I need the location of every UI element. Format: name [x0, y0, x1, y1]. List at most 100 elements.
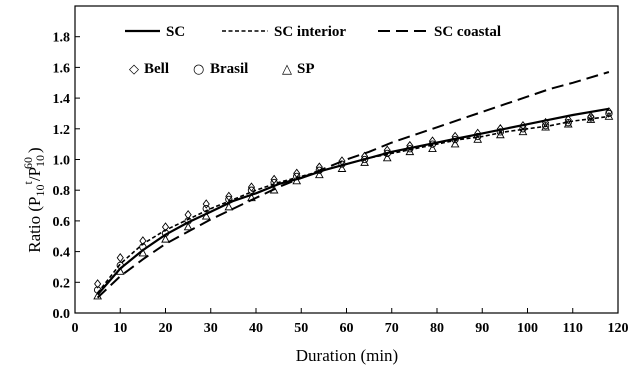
legend-label-sc-interior: SC interior: [274, 24, 346, 40]
marker-bell: [225, 191, 233, 202]
marker-sp: [314, 170, 324, 179]
y-tick-label: 1.8: [53, 31, 71, 46]
diamond-marker-icon: ◇: [129, 62, 139, 77]
marker-brasil: [338, 160, 346, 168]
marker-brasil: [383, 149, 391, 158]
marker-brasil: [474, 132, 482, 141]
x-tick-label: 70: [385, 321, 399, 336]
marker-bell: [139, 236, 147, 246]
marker-bell: [406, 140, 414, 151]
marker-sp: [93, 291, 102, 300]
marker-brasil: [293, 172, 301, 181]
y-axis-title-mid: /P: [25, 167, 44, 181]
x-tick-label: 120: [608, 321, 629, 336]
marker-sp: [428, 144, 437, 153]
x-tick-label: 20: [159, 321, 173, 336]
marker-sp: [495, 130, 505, 139]
marker-sp: [360, 157, 369, 166]
x-tick-label: 90: [475, 321, 489, 336]
circle-marker-icon: ○: [193, 62, 204, 77]
marker-sp: [541, 122, 550, 131]
x-tick-label: 100: [517, 321, 538, 336]
y-axis-title-sub1: 10: [33, 185, 47, 197]
legend-label-sc: SC: [166, 24, 185, 40]
y-tick-label: 1.0: [53, 154, 71, 169]
marker-bell: [564, 114, 572, 125]
series-line-sc-coastal: [96, 71, 610, 299]
marker-sp: [161, 234, 170, 243]
axes: [74, 5, 619, 314]
x-tick-label: 30: [204, 321, 218, 336]
x-tick-label: 10: [113, 321, 127, 336]
marker-bell: [496, 124, 504, 134]
marker-sp: [224, 202, 234, 211]
marker-bell: [474, 128, 482, 139]
x-tick-label: 40: [249, 321, 263, 336]
marker-sp: [201, 211, 211, 220]
y-tick-label: 1.2: [53, 123, 71, 138]
x-tick-label: 60: [340, 321, 354, 336]
marker-bell: [116, 252, 124, 263]
legend-label-sc-coastal: SC coastal: [434, 24, 501, 40]
marker-brasil: [406, 145, 414, 153]
series-lines: [96, 71, 610, 299]
marker-brasil: [451, 135, 459, 144]
marker-sp: [337, 163, 347, 172]
marker-bell: [161, 222, 170, 232]
marker-sp: [115, 266, 125, 275]
x-axis-title: Duration (min): [296, 346, 398, 365]
y-tick-label: 0.0: [53, 307, 71, 322]
y-axis-title-end: ): [25, 147, 44, 153]
legend: SC SC interior SC coastal ◇ Bell ○ Brasi…: [125, 24, 501, 77]
y-tick-label: 1.6: [53, 61, 71, 76]
legend-label-brasil: Brasil: [210, 61, 248, 77]
y-tick-label: 0.6: [53, 215, 71, 230]
marker-brasil: [519, 125, 527, 133]
y-axis-title-sup2: 60: [21, 157, 35, 169]
marker-bell: [184, 210, 192, 220]
marker-bell: [361, 151, 369, 162]
marker-bell: [94, 279, 102, 289]
y-axis-title-main: Ratio (P: [25, 197, 44, 253]
marker-brasil: [496, 128, 504, 136]
tick-labels: 0 10 20 30 40 50 60 70 80 90 100 110 120 0.0 0.2 0.4 0.6…: [53, 31, 629, 336]
legend-label-sp: SP: [297, 61, 315, 77]
marker-sp: [518, 127, 528, 136]
plot-frame: [74, 5, 619, 314]
marker-sp: [473, 134, 483, 143]
marker-sp: [247, 193, 256, 202]
y-tick-label: 0.8: [53, 184, 71, 199]
marker-bell: [247, 182, 256, 192]
marker-brasil: [428, 140, 437, 148]
x-tick-label: 50: [294, 321, 308, 336]
x-tick-label: 0: [72, 321, 79, 336]
y-tick-label: 0.2: [53, 276, 71, 291]
marker-brasil: [360, 155, 369, 164]
y-axis-title: Ratio (P10t/P1060): [21, 147, 47, 252]
marker-bell: [542, 117, 550, 128]
tick-marks: [74, 36, 619, 314]
marker-sp: [450, 139, 460, 148]
marker-bell: [202, 199, 210, 209]
series-line-sc-interior: [96, 115, 610, 294]
marker-bell: [270, 174, 278, 185]
marker-sp: [586, 114, 596, 123]
marker-sp: [183, 222, 193, 231]
marker-brasil: [605, 109, 613, 118]
triangle-marker-icon: △: [282, 62, 292, 77]
marker-sp: [382, 153, 392, 162]
x-tick-label: 110: [563, 321, 583, 336]
data-markers: [93, 107, 614, 300]
marker-brasil: [247, 186, 256, 194]
y-axis-title-sup1: t: [21, 181, 35, 185]
marker-sp: [405, 147, 415, 156]
marker-sp: [269, 185, 279, 194]
marker-sp: [292, 176, 302, 185]
legend-label-bell: Bell: [144, 61, 169, 77]
marker-bell: [519, 120, 527, 131]
marker-sp: [138, 248, 148, 257]
marker-sp: [604, 111, 614, 120]
y-tick-label: 0.4: [53, 246, 71, 261]
x-tick-label: 80: [430, 321, 444, 336]
